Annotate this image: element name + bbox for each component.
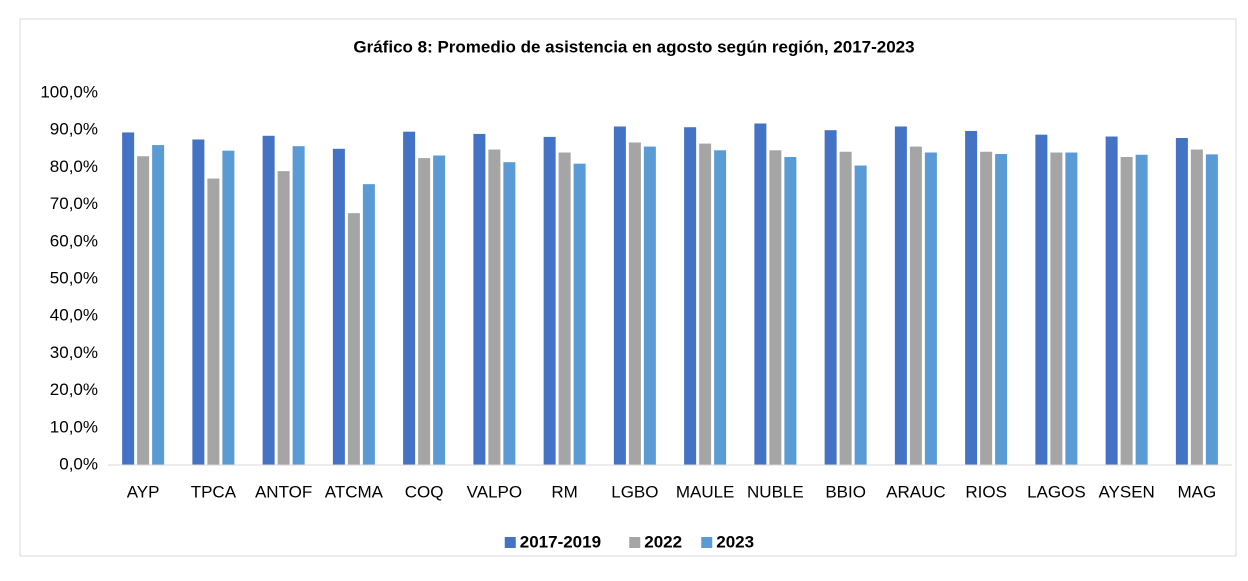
bar: [1120, 156, 1133, 465]
chart-title: Gráfico 8: Promedio de asistencia en ago…: [353, 37, 914, 56]
y-tick-label: 100,0%: [40, 82, 98, 101]
bar: [980, 151, 993, 465]
bar: [362, 184, 375, 465]
legend-label: 2023: [716, 532, 754, 551]
bar: [854, 165, 867, 466]
x-tick-label: MAG: [1178, 482, 1217, 501]
bar: [839, 151, 852, 465]
legend-swatch: [629, 537, 641, 548]
bar: [433, 155, 446, 465]
y-tick-label: 30,0%: [50, 343, 98, 362]
legend-swatch: [504, 537, 516, 548]
bar: [207, 178, 220, 465]
x-tick-label: LAGOS: [1027, 482, 1086, 501]
bar: [152, 145, 165, 465]
x-tick-label: RIOS: [965, 482, 1007, 501]
bar: [1105, 136, 1118, 466]
bar: [613, 126, 626, 465]
bar: [403, 131, 416, 466]
bar: [332, 148, 345, 466]
bar: [1035, 134, 1048, 465]
bar: [347, 213, 360, 465]
bar: [1190, 149, 1203, 465]
bar: [684, 127, 697, 465]
x-tick-label: ARAUC: [886, 482, 946, 501]
legend-label: 2017-2019: [520, 532, 601, 551]
x-tick-label: TPCA: [191, 482, 237, 501]
bar: [192, 139, 205, 465]
y-tick-label: 50,0%: [50, 268, 98, 287]
x-tick-label: AYP: [127, 482, 160, 501]
legend-label: 2022: [644, 532, 682, 551]
bar: [1205, 154, 1218, 465]
bar: [418, 158, 431, 465]
legend-swatch: [701, 537, 713, 548]
x-tick-label: BBIO: [825, 482, 866, 501]
y-tick-label: 70,0%: [50, 194, 98, 213]
x-tick-label: ATCMA: [325, 482, 384, 501]
x-tick-label: MAULE: [676, 482, 735, 501]
bar: [965, 130, 978, 465]
x-tick-label: LGBO: [611, 482, 658, 501]
bar: [1050, 152, 1063, 465]
bar: [714, 150, 727, 465]
bar: [573, 163, 586, 465]
bar: [1065, 152, 1078, 465]
y-tick-label: 0,0%: [59, 454, 98, 473]
bar: [824, 130, 837, 465]
x-tick-label: RM: [551, 482, 577, 501]
x-tick-label: COQ: [405, 482, 444, 501]
bar: [909, 146, 922, 465]
y-tick-label: 10,0%: [50, 417, 98, 436]
bar: [643, 146, 656, 465]
bar: [137, 156, 150, 466]
bar: [1135, 154, 1148, 465]
bar: [754, 123, 767, 465]
bar: [628, 142, 641, 465]
bar: [558, 152, 571, 465]
bar: [262, 135, 275, 465]
bar: [769, 150, 782, 465]
bar: [784, 156, 797, 465]
bar: [292, 146, 305, 466]
bar: [699, 143, 712, 466]
bar: [503, 162, 516, 465]
bar: [1175, 138, 1188, 465]
y-tick-label: 90,0%: [50, 120, 98, 139]
y-tick-label: 80,0%: [50, 157, 98, 176]
x-tick-label: NUBLE: [747, 482, 804, 501]
bar: [894, 126, 907, 465]
y-tick-label: 20,0%: [50, 380, 98, 399]
bar: [543, 136, 556, 465]
bar: [995, 154, 1008, 465]
bar: [473, 133, 486, 466]
bar: [277, 171, 290, 465]
bar: [488, 149, 501, 465]
y-tick-label: 40,0%: [50, 306, 98, 325]
bar: [222, 150, 235, 465]
x-tick-label: VALPO: [467, 482, 522, 501]
bar: [122, 132, 135, 465]
x-tick-label: AYSEN: [1098, 482, 1154, 501]
bar: [924, 152, 937, 465]
y-tick-label: 60,0%: [50, 231, 98, 250]
x-tick-label: ANTOF: [255, 482, 312, 501]
